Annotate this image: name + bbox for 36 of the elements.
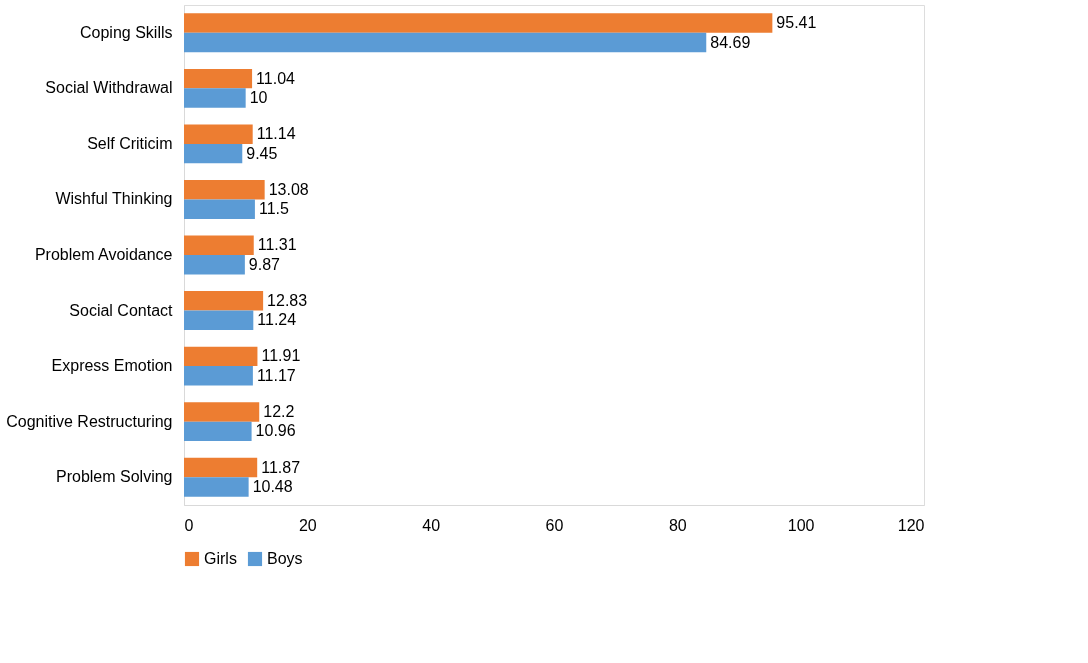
- data-label: 11.91: [261, 347, 301, 365]
- y-tick-label: Express Emotion: [51, 357, 173, 375]
- y-tick-label: Problem Avoidance: [34, 246, 173, 263]
- data-label: 84.69: [710, 33, 751, 51]
- data-label: 11.5: [258, 200, 289, 218]
- data-label: 11.87: [261, 458, 301, 476]
- data-label: 9.45: [246, 144, 278, 162]
- y-tick-label: Problem Solving: [56, 468, 173, 486]
- y-tick-label: Wishful Thinking: [55, 190, 173, 208]
- data-label: 11.04: [256, 69, 296, 87]
- y-tick-label: Self Criticim: [87, 134, 173, 152]
- data-label: 11.31: [257, 236, 297, 254]
- data-label: 12.83: [267, 291, 308, 309]
- legend-label: Boys: [267, 550, 303, 567]
- x-tick-label: 40: [422, 516, 441, 534]
- data-label: 10.96: [255, 422, 296, 440]
- data-label: 12.2: [263, 402, 295, 420]
- y-tick-label: Coping Skills: [80, 23, 173, 41]
- data-label: 10: [249, 89, 268, 107]
- y-tick-label: Cognitive Restructuring: [6, 412, 173, 430]
- legend-label: Girls: [204, 550, 237, 567]
- x-tick-label: 100: [787, 516, 815, 534]
- y-tick-label: Social Withdrawal: [45, 79, 173, 97]
- x-tick-label: 120: [897, 516, 925, 534]
- x-tick-label: 0: [184, 516, 194, 534]
- x-tick-label: 20: [298, 516, 317, 534]
- data-label: 9.87: [248, 255, 281, 273]
- x-tick-label: 80: [668, 516, 687, 534]
- data-label: 11.17: [256, 366, 296, 384]
- data-label: 11.24: [257, 311, 297, 329]
- data-label: 11.14: [256, 125, 296, 143]
- data-label: 10.48: [252, 477, 293, 495]
- data-label: 95.41: [776, 14, 817, 32]
- data-label: 13.08: [268, 180, 309, 198]
- y-tick-label: Social Contact: [69, 301, 174, 319]
- x-tick-label: 60: [545, 516, 564, 534]
